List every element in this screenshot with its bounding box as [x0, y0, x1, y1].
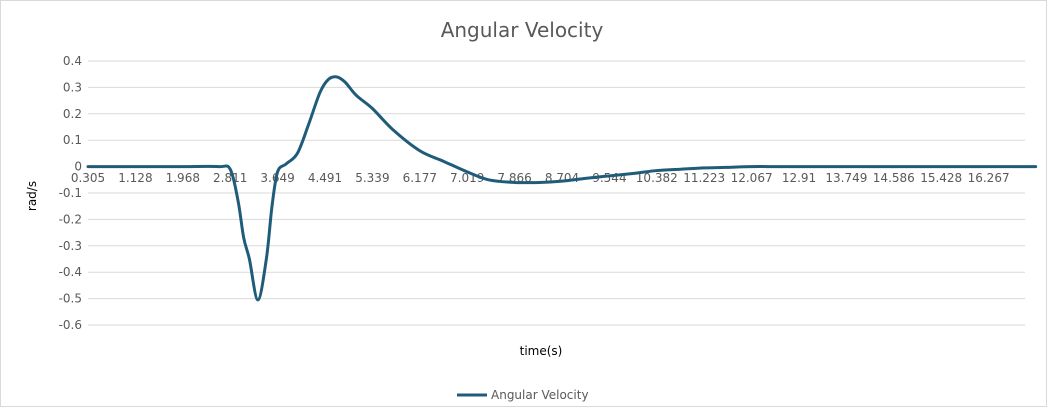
legend: Angular Velocity [457, 388, 589, 402]
y-tick-label: -0.4 [59, 265, 82, 279]
data-point [318, 91, 322, 94]
data-point [284, 162, 288, 166]
data-point [248, 257, 251, 261]
data-point [391, 128, 395, 131]
data-point [797, 165, 801, 168]
series-line [86, 75, 1038, 302]
x-tick-label: 15.428 [920, 171, 962, 185]
y-tick-label: 0.4 [63, 54, 82, 68]
x-tick-label: 6.177 [403, 171, 437, 185]
series-layer [86, 75, 1038, 302]
data-point [355, 94, 358, 97]
data-point [774, 165, 778, 168]
x-tick-label: 0.305 [71, 171, 105, 185]
data-point [270, 205, 274, 208]
x-tick-label: 10.382 [636, 171, 678, 185]
y-axis-ticks: 0.4 0.3 0.2 0.1 0 -0.1 -0.2 -0.3 -0.4 -0.5 -0.6 [59, 54, 82, 332]
data-point [537, 181, 541, 184]
y-tick-label: -0.3 [59, 239, 82, 253]
x-tick-label: 14.586 [873, 171, 915, 185]
data-point [327, 78, 330, 81]
data-point [276, 170, 279, 174]
data-point [134, 165, 137, 168]
y-tick-label: -0.1 [59, 186, 82, 200]
data-point [845, 165, 848, 168]
data-point [655, 169, 658, 172]
data-point [608, 174, 611, 178]
grid-lines [88, 60, 1025, 326]
y-axis-label: rad/s [25, 181, 39, 211]
y-tick-label: -0.6 [59, 318, 82, 332]
data-point [633, 172, 637, 175]
data-point [181, 165, 184, 168]
y-tick-label: -0.2 [59, 212, 82, 226]
data-point [296, 152, 299, 155]
data-point [229, 168, 232, 171]
data-point [442, 160, 445, 163]
data-point [371, 107, 374, 110]
data-point [940, 165, 943, 168]
x-axis-label: time(s) [520, 344, 563, 358]
data-point [256, 298, 260, 302]
data-point [987, 165, 990, 168]
data-point [892, 165, 895, 168]
x-tick-label: 5.339 [355, 171, 389, 185]
x-tick-label: 11.223 [683, 171, 725, 185]
y-tick-label: 0.3 [63, 80, 82, 94]
y-tick-label: 0.2 [63, 107, 82, 121]
data-point [703, 166, 706, 170]
y-tick-label: 0 [74, 160, 82, 174]
x-tick-label: 13.749 [825, 171, 867, 185]
data-point [418, 149, 421, 152]
data-point [265, 257, 268, 261]
x-tick-label: 1.968 [166, 171, 200, 185]
data-point [560, 179, 564, 183]
data-point [236, 199, 240, 203]
data-point [217, 165, 220, 168]
data-point [750, 165, 753, 168]
data-point [242, 236, 245, 240]
x-tick-label: 12.91 [782, 171, 816, 185]
x-tick-label: 16.267 [968, 171, 1010, 185]
y-tick-label: -0.5 [59, 292, 82, 306]
legend-label: Angular Velocity [491, 388, 589, 402]
x-tick-label: 4.491 [308, 171, 342, 185]
data-point [335, 75, 338, 79]
data-point [1034, 165, 1037, 168]
data-point [724, 166, 727, 169]
y-tick-label: 0.1 [63, 133, 82, 147]
x-tick-label: 2.811 [213, 171, 247, 185]
data-point [307, 123, 310, 126]
data-point [513, 181, 516, 184]
x-tick-label: 1.128 [118, 171, 152, 185]
data-point [466, 170, 469, 174]
data-point [487, 178, 490, 181]
data-point [86, 165, 90, 168]
x-tick-label: 12.067 [731, 171, 773, 185]
data-point [343, 80, 347, 84]
data-point [679, 168, 682, 171]
chart-title: Angular Velocity [441, 18, 604, 42]
data-point [583, 177, 586, 180]
